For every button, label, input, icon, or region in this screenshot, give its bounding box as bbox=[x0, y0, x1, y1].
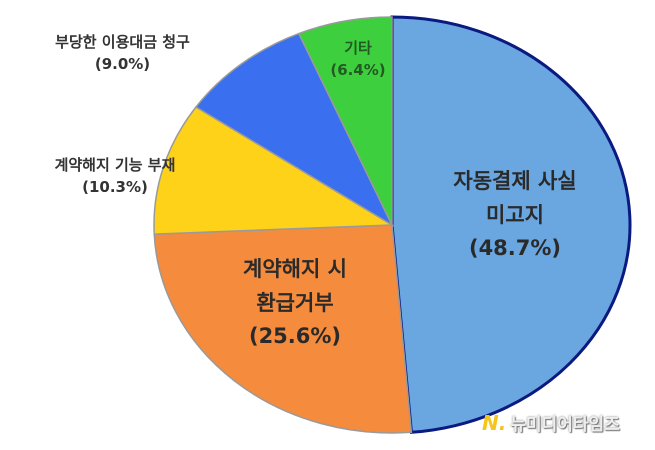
label-refund-refusal: 계약해지 시 환급거부 (25.6%) bbox=[195, 253, 395, 354]
label-text: 계약해지 기능 부재 bbox=[54, 156, 176, 174]
pie-slice-2 bbox=[153, 106, 395, 235]
label-unfair-charge: 부당한 이용대금 청구 (9.0%) bbox=[0, 32, 245, 76]
label-auto-payment: 자동결제 사실 미고지 (48.7%) bbox=[405, 165, 625, 266]
label-value: (9.0%) bbox=[94, 54, 151, 73]
label-text: 미고지 bbox=[486, 202, 544, 227]
label-other: 기타 (6.4%) bbox=[318, 38, 398, 82]
label-value: (10.3%) bbox=[82, 177, 148, 196]
label-value: (25.6%) bbox=[248, 324, 342, 349]
pie-slice-1 bbox=[153, 224, 413, 434]
label-text: 부당한 이용대금 청구 bbox=[55, 33, 190, 51]
watermark: N. 뉴미디어타임즈 bbox=[482, 410, 620, 436]
watermark-text: 뉴미디어타임즈 bbox=[510, 415, 620, 435]
pie-slice-0 bbox=[390, 15, 632, 434]
label-value: (6.4%) bbox=[330, 60, 386, 79]
label-text: 계약해지 시 bbox=[243, 257, 347, 281]
label-text: 환급거부 bbox=[256, 290, 334, 315]
pie-slice-3 bbox=[194, 32, 394, 227]
label-text: 기타 bbox=[344, 39, 372, 57]
label-value: (48.7%) bbox=[468, 236, 562, 261]
pie-slice-4 bbox=[297, 16, 393, 226]
logo-icon: N. bbox=[482, 410, 507, 435]
label-no-cancel: 계약해지 기능 부재 (10.3%) bbox=[5, 155, 225, 199]
label-text: 자동결제 사실 bbox=[453, 169, 577, 193]
